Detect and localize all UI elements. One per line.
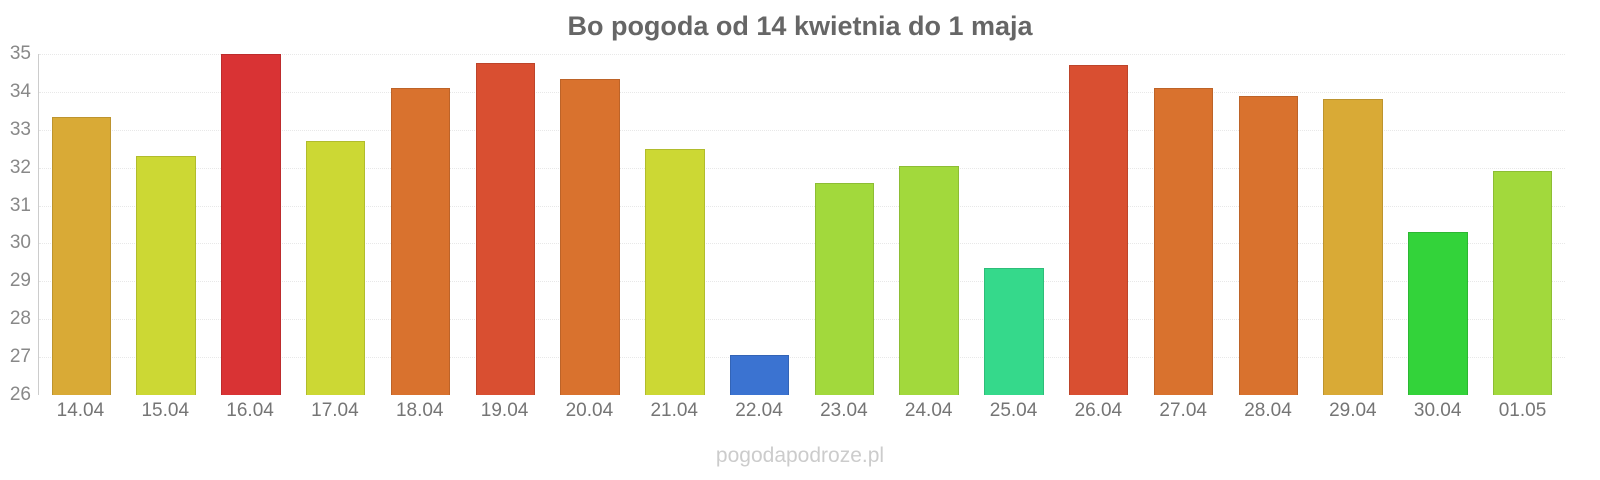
x-tick-label: 18.04: [395, 400, 444, 421]
y-tick-label: 29: [9, 270, 31, 292]
x-tick-label: 01.05: [1498, 400, 1547, 421]
y-tick-label: 34: [9, 80, 31, 102]
bar-01.05[interactable]: [1492, 171, 1553, 395]
x-tick-label: 24.04: [904, 400, 953, 421]
x-tick-label: 30.04: [1413, 400, 1462, 421]
bar-19.04[interactable]: [475, 63, 535, 395]
x-tick-label: 27.04: [1159, 400, 1207, 421]
gridline: [39, 91, 1565, 93]
bar-18.04[interactable]: [390, 88, 451, 395]
x-tick-label: 17.04: [311, 400, 359, 421]
x-tick-label: 28.04: [1244, 400, 1292, 421]
x-tick-label: 14.04: [56, 400, 105, 421]
y-tick-label: 35: [9, 43, 31, 64]
bar-29.04[interactable]: [1323, 99, 1383, 395]
x-tick-label: 19.04: [480, 400, 529, 421]
bar-26.04[interactable]: [1069, 65, 1129, 395]
y-tick-label: 27: [9, 346, 31, 368]
chart-title: Bo pogoda od 14 kwietnia do 1 maja: [567, 11, 1033, 41]
bar-24.04[interactable]: [899, 165, 959, 395]
x-tick-label: 21.04: [650, 400, 698, 421]
y-tick-label: 28: [9, 308, 31, 330]
x-tick-label: 22.04: [735, 400, 783, 421]
y-tick-label: 33: [9, 118, 31, 140]
gridline: [39, 319, 1565, 321]
gridline: [39, 281, 1565, 283]
bar-16.04[interactable]: [221, 54, 281, 395]
gridline: [39, 205, 1565, 207]
x-tick-label: 26.04: [1074, 400, 1123, 421]
bar-20.04[interactable]: [560, 78, 620, 395]
x-tick-label: 23.04: [820, 400, 868, 421]
bar-17.04[interactable]: [306, 141, 366, 395]
bar-23.04[interactable]: [814, 182, 875, 395]
x-axis: 14.04 15.04 16.04 17.04 18.04 19.04 20.04 21.04…: [38, 400, 1565, 426]
x-tick-label: 29.04: [1329, 400, 1377, 421]
gridline: [39, 129, 1565, 131]
bar-14.04[interactable]: [51, 116, 112, 395]
y-tick-label: 31: [9, 194, 31, 216]
bar-21.04[interactable]: [645, 148, 705, 395]
watermark: pogodapodroze.pl: [715, 444, 885, 467]
gridline: [39, 167, 1565, 169]
bar-15.04[interactable]: [136, 156, 196, 395]
gridline: [39, 54, 1565, 55]
y-tick-label: 26: [9, 384, 31, 405]
x-tick-label: 15.04: [141, 400, 190, 421]
bar-28.04[interactable]: [1238, 95, 1298, 395]
x-tick-label: 16.04: [226, 400, 274, 421]
gridline: [39, 243, 1565, 245]
x-tick-label: 20.04: [565, 400, 614, 421]
bar-25.04[interactable]: [984, 268, 1044, 395]
bar-27.04[interactable]: [1153, 88, 1214, 395]
y-tick-label: 30: [9, 232, 31, 254]
y-tick-label: 32: [9, 156, 31, 178]
gridline: [39, 357, 1565, 359]
bar-22.04[interactable]: [729, 355, 790, 395]
bar-30.04[interactable]: [1408, 232, 1468, 395]
plot-area: [38, 54, 1565, 395]
y-axis: 26 27 28 29 30 31 32 33 34 35: [0, 43, 31, 405]
x-tick-label: 25.04: [989, 400, 1038, 421]
